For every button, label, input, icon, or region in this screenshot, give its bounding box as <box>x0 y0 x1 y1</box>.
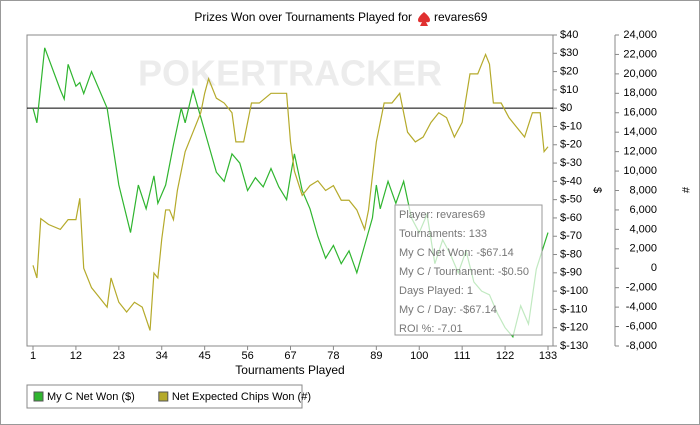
y-tick-label: $-130 <box>560 340 588 352</box>
tooltip-box <box>394 204 543 336</box>
x-tick-label: 1 <box>30 350 36 362</box>
y2-tick-label: -2,000 <box>626 282 657 294</box>
y2-tick-label: 12,000 <box>623 146 657 158</box>
y-tick-label: $-20 <box>560 139 582 151</box>
y-tick-label: $20 <box>560 65 578 77</box>
y2-tick-label: 14,000 <box>623 126 657 138</box>
x-tick-label: 67 <box>284 350 296 362</box>
x-tick-label: 133 <box>539 350 557 362</box>
y-tick-label: $30 <box>560 47 578 59</box>
y2-tick-label: 10,000 <box>623 165 657 177</box>
spade-icon <box>418 12 430 26</box>
y-tick-label: $-100 <box>560 285 588 297</box>
y2-tick-label: -8,000 <box>626 340 657 352</box>
y2-tick-label: 8,000 <box>629 184 657 196</box>
x-tick-label: 56 <box>241 350 253 362</box>
legend-label: My C Net Won ($) <box>47 391 135 403</box>
y2-tick-label: 16,000 <box>623 107 657 119</box>
tooltip-line: Player: revares69 <box>399 209 485 221</box>
x-tick-label: 12 <box>70 350 82 362</box>
y-tick-label: $-60 <box>560 212 582 224</box>
y-tick-label: $-30 <box>560 157 582 169</box>
y-tick-label: $-70 <box>560 230 582 242</box>
x-tick-label: 89 <box>370 350 382 362</box>
y2-axis-label: # <box>679 187 691 194</box>
y2-tick-label: -6,000 <box>626 320 657 332</box>
y2-tick-label: -4,000 <box>626 301 657 313</box>
tooltip: Player: revares69 Tournaments: 133 My C Ne… <box>394 204 543 336</box>
y-tick-label: $-10 <box>560 120 582 132</box>
y-tick-label: $10 <box>560 84 578 96</box>
y-axis-label: $ <box>591 187 603 193</box>
y-tick-label: $-50 <box>560 194 582 206</box>
y2-tick-label: 22,000 <box>623 48 657 60</box>
tooltip-line: Tournaments: 133 <box>399 228 487 240</box>
y2-tick-label: 24,000 <box>623 29 657 41</box>
y-tick-label: $0 <box>560 102 572 114</box>
tooltip-line: My C / Day: -$67.14 <box>399 304 497 316</box>
x-tick-label: 34 <box>156 350 168 362</box>
y-tick-label: $-110 <box>560 303 587 315</box>
y2-tick-label: 2,000 <box>629 243 657 255</box>
x-axis-label: Tournaments Played <box>235 363 344 377</box>
tooltip-line: ROI %: -7.01 <box>399 323 463 335</box>
tooltip-line: My C / Tournament: -$0.50 <box>399 266 529 278</box>
y-tick-label: $-80 <box>560 248 582 260</box>
y-tick-label: $-40 <box>560 175 582 187</box>
chart-title: Prizes Won over Tournaments Played for <box>194 10 412 24</box>
series-line <box>32 52 549 331</box>
y2-tick-label: 0 <box>651 262 657 274</box>
y-tick-label: $40 <box>560 29 578 41</box>
x-tick-label: 122 <box>496 350 514 362</box>
x-tick-label: 23 <box>113 350 125 362</box>
x-tick-label: 111 <box>454 350 471 362</box>
tooltip-line: Days Played: 1 <box>399 285 473 297</box>
y2-tick-label: 20,000 <box>623 68 657 80</box>
y-tick-label: $-120 <box>560 322 588 334</box>
x-tick-label: 78 <box>327 350 339 362</box>
watermark: POKERTRACKER <box>138 53 442 94</box>
y2-tick-label: 6,000 <box>629 204 657 216</box>
player-name: revares69 <box>434 10 488 24</box>
tooltip-line: My C Net Won: -$67.14 <box>399 247 514 259</box>
y-tick-label: $-90 <box>560 267 582 279</box>
legend-swatch <box>158 391 169 402</box>
legend-swatch <box>33 391 44 402</box>
y2-tick-label: 4,000 <box>629 223 657 235</box>
x-tick-label: 45 <box>199 350 211 362</box>
y2-tick-label: 18,000 <box>623 87 657 99</box>
legend-label: Net Expected Chips Won (#) <box>172 391 311 403</box>
x-tick-label: 100 <box>410 350 428 362</box>
